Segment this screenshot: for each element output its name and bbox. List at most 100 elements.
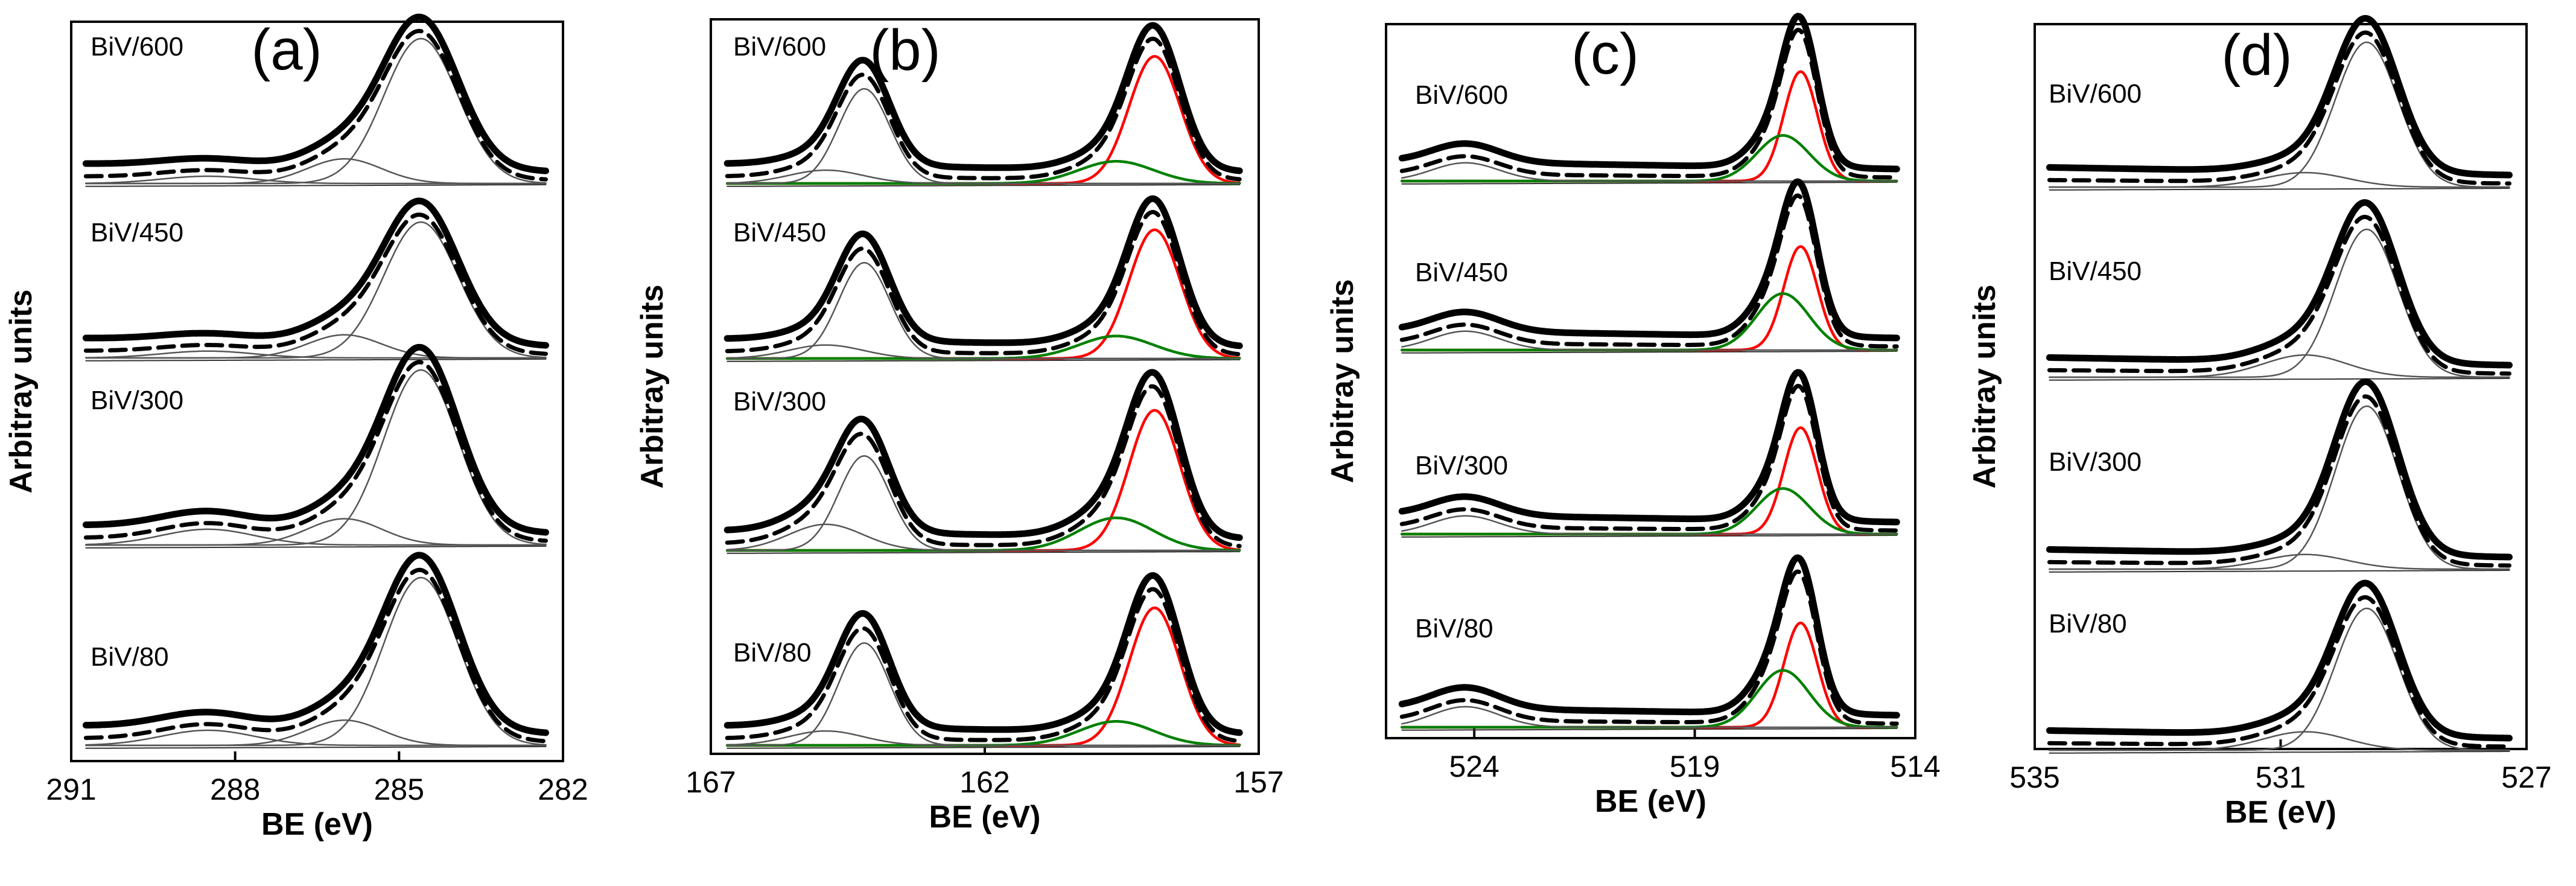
panel-tag: (c) (1571, 22, 1639, 86)
sample-label: BiV/300 (1415, 451, 1508, 480)
component-bi-4f5-2-2nd- (726, 730, 1241, 747)
spectrum-biv-600: BiV/600 (2046, 14, 2513, 191)
sample-label: BiV/80 (91, 642, 169, 672)
x-axis-label: BE (eV) (1595, 784, 1706, 819)
spectrum-biv-300: BiV/300 (2046, 378, 2513, 573)
y-axis-label: Arbitray units (4, 289, 39, 493)
x-tick-label: 291 (46, 773, 96, 806)
sample-label: BiV/600 (1415, 80, 1508, 110)
panel-b: 167 162 157 BE (eV) Arbitray units (b) BiV/600… (635, 18, 1284, 835)
experimental-spectrum (2046, 199, 2513, 369)
fit-envelope (725, 36, 1242, 182)
component-o-c-o (85, 175, 547, 185)
baseline (85, 746, 547, 749)
x-tick-label: 514 (1890, 750, 1940, 783)
component-oh-adsorbed-o (2049, 171, 2510, 188)
spectrum-biv-600: BiV/600 (82, 13, 549, 187)
spectrum-biv-450: BiV/450 (1398, 178, 1900, 354)
component-o-c-o (85, 350, 547, 359)
sample-label: BiV/80 (1415, 614, 1493, 643)
experimental-spectrum (82, 13, 549, 174)
x-tick-label: 531 (2256, 760, 2306, 794)
component-bi-4f7-2-bi3- (725, 606, 1241, 747)
spectrum-biv-450: BiV/450 (82, 197, 549, 362)
x-axis-label: BE (eV) (929, 800, 1041, 835)
baseline (2049, 378, 2510, 381)
baseline (727, 746, 1241, 749)
component-o-c-o (85, 729, 547, 747)
panel-d: 535 531 527 BE (eV) Arbitray units (d) BiV/600… (1967, 14, 2552, 830)
sample-label: BiV/300 (91, 386, 183, 415)
component-bi-4f7-2-bi3- (725, 409, 1241, 552)
fit-envelope (83, 28, 548, 182)
component-v-2p1-2 (1401, 515, 1898, 535)
x-axis-label: BE (eV) (2225, 795, 2336, 830)
baseline (727, 359, 1241, 362)
fit-envelope (83, 567, 548, 744)
fit-envelope (725, 209, 1242, 357)
x-tick-label: 162 (959, 765, 1010, 799)
experimental-spectrum (2046, 579, 2513, 742)
sample-label: BiV/450 (1415, 258, 1508, 287)
baseline (2049, 570, 2510, 573)
component-bi-4f7-2-bi3- (725, 228, 1241, 360)
sample-label: BiV/450 (733, 218, 826, 247)
y-axis-label: Arbitray units (1325, 279, 1360, 483)
panel-tag: (b) (870, 18, 940, 83)
x-axis-label: BE (eV) (261, 807, 373, 842)
experimental-spectrum (2046, 378, 2513, 561)
plot-frame (1385, 23, 1916, 739)
experimental-spectrum (724, 195, 1243, 349)
panel-a: 291 288 285 282 BE (eV) Arbitray units (a) BiV/… (4, 13, 588, 842)
x-tick-label: 288 (210, 773, 260, 806)
sample-label: BiV/80 (2049, 609, 2127, 639)
panel-tag: (d) (2221, 23, 2292, 88)
spectrum-biv-300: BiV/300 (724, 369, 1243, 554)
baseline (727, 184, 1241, 187)
panel-tag: (a) (251, 18, 322, 82)
x-tick-label: 167 (685, 765, 736, 799)
experimental-spectrum (82, 552, 549, 736)
sample-label: BiV/600 (733, 32, 826, 62)
experimental-spectrum (82, 197, 549, 349)
fit-envelope (2047, 30, 2511, 186)
component-bi-4f5-2-2nd- (726, 169, 1241, 185)
baseline (2049, 751, 2510, 754)
fit-envelope (725, 384, 1242, 549)
spectrum-biv-450: BiV/450 (724, 195, 1243, 362)
experimental-spectrum (1398, 178, 1900, 342)
baseline (2049, 188, 2510, 191)
sample-label: BiV/80 (733, 638, 812, 668)
baseline (1401, 728, 1898, 731)
baseline (1401, 535, 1898, 538)
sample-label: BiV/300 (2049, 447, 2142, 477)
sample-label: BiV/600 (2049, 79, 2142, 109)
spectrum-biv-80: BiV/80 (724, 572, 1243, 749)
experimental-spectrum (724, 22, 1243, 174)
x-tick-label: 519 (1670, 750, 1720, 783)
x-tick-label: 285 (374, 773, 424, 806)
sample-label: BiV/300 (733, 387, 826, 416)
experimental-spectrum (2046, 14, 2513, 179)
fit-envelope (1399, 569, 1899, 726)
fit-envelope (83, 212, 548, 356)
x-tick-label: 535 (2009, 760, 2059, 794)
baseline (1401, 351, 1898, 354)
component-v-2p1-2 (1401, 330, 1898, 351)
fit-envelope (83, 360, 548, 543)
baseline (85, 546, 547, 549)
sample-label: BiV/600 (91, 32, 183, 62)
x-tick-label: 282 (538, 773, 588, 806)
baseline (727, 551, 1241, 554)
component-oh-adsorbed-o (2049, 731, 2510, 751)
experimental-spectrum (1398, 369, 1900, 526)
baseline (85, 359, 547, 362)
spectrum-biv-600: BiV/600 (1398, 13, 1900, 185)
spectrum-biv-300: BiV/300 (82, 343, 549, 549)
fit-envelope (725, 587, 1242, 744)
spectrum-biv-80: BiV/80 (2046, 579, 2513, 754)
experimental-spectrum (1398, 554, 1900, 719)
x-tick-label: 527 (2501, 760, 2551, 794)
component-o-c-o (85, 528, 547, 546)
